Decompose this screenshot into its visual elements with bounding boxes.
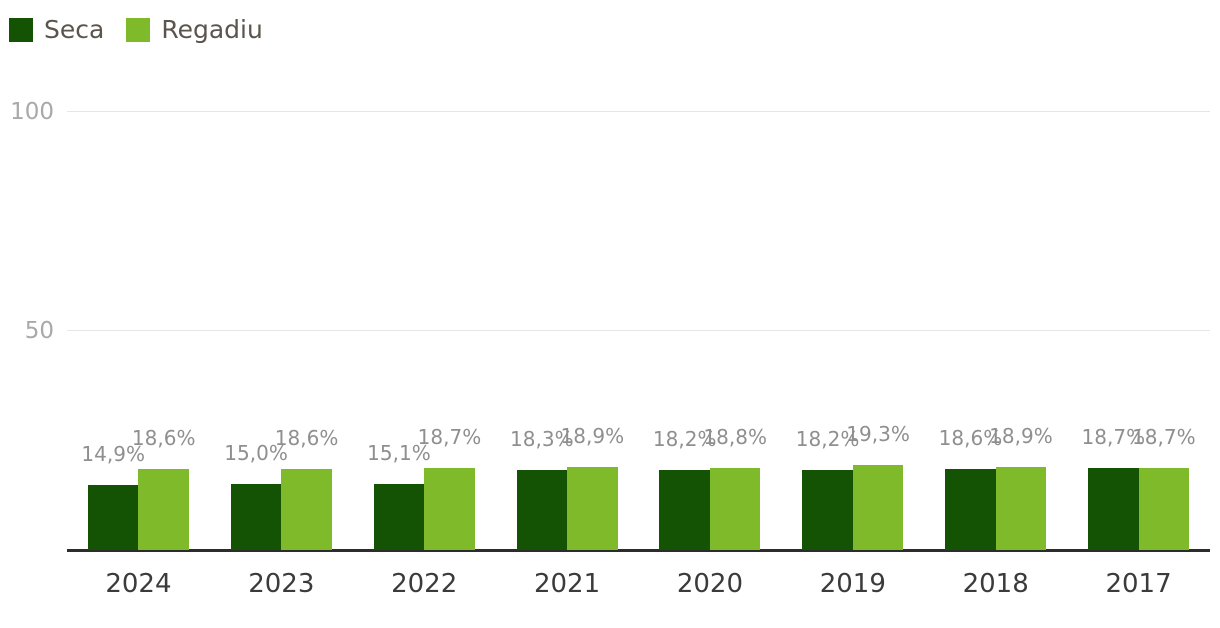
legend-label-regadiu: Regadiu	[161, 15, 263, 44]
bar-seca-2019	[802, 470, 853, 550]
y-axis-tick-50: 50	[24, 318, 54, 344]
bar-regadiu-2020	[709, 467, 761, 550]
bar-seca-2022	[373, 483, 425, 550]
bar-seca-2020	[659, 470, 710, 550]
bar-regadiu-2019	[852, 465, 904, 550]
y-axis-tick-100: 100	[10, 99, 54, 125]
x-axis-line	[67, 549, 1210, 552]
x-axis-label-2019: 2019	[819, 569, 886, 599]
x-axis-label-2024: 2024	[105, 569, 172, 599]
bar-value-label-regadiu-2018: 18,9%	[989, 424, 1053, 449]
x-axis-label-2020: 2020	[676, 569, 744, 599]
x-axis-label-2023: 2023	[248, 569, 315, 599]
bar-regadiu-2022	[424, 468, 475, 550]
gridline-50	[67, 330, 1210, 331]
x-axis-label-2022: 2022	[391, 569, 458, 599]
bar-value-label-regadiu-2022: 18,7%	[417, 425, 482, 450]
bar-seca-2023	[230, 484, 282, 550]
bar-value-label-regadiu-2021: 18,9%	[560, 424, 625, 449]
bar-regadiu-2017	[1138, 468, 1190, 550]
regadiu-swatch-icon	[126, 18, 151, 42]
bar-value-label-seca-2023: 15,0%	[224, 441, 288, 466]
seca-swatch-icon	[9, 18, 33, 42]
legend-item-seca[interactable]: Seca	[9, 15, 104, 45]
bar-regadiu-2021	[567, 467, 618, 550]
bar-value-label-seca-2024: 14,9%	[81, 441, 145, 466]
gridline-100	[67, 111, 1210, 112]
chart-legend: Seca Regadiu	[9, 15, 285, 45]
bar-value-label-seca-2017: 18,7%	[1081, 425, 1146, 450]
bar-value-label-seca-2020: 18,2%	[652, 427, 717, 452]
bar-value-label-seca-2021: 18,3%	[510, 426, 574, 451]
bar-value-label-seca-2019: 18,2%	[795, 427, 860, 452]
bar-value-label-seca-2018: 18,6%	[938, 425, 1003, 450]
bar-regadiu-2024	[138, 468, 189, 550]
x-axis-label-2017: 2017	[1105, 569, 1172, 599]
bar-seca-2017	[1088, 468, 1139, 550]
bar-seca-2018	[945, 468, 996, 550]
x-axis-label-2018: 2018	[962, 569, 1029, 599]
bar-seca-2024	[87, 484, 139, 550]
bar-regadiu-2018	[995, 467, 1047, 550]
bar-regadiu-2023	[281, 468, 332, 550]
bar-value-label-regadiu-2024: 18,6%	[131, 425, 196, 450]
bar-value-label-regadiu-2017: 18,7%	[1132, 425, 1196, 450]
x-axis-label-2021: 2021	[533, 569, 601, 599]
bar-value-label-regadiu-2023: 18,6%	[274, 425, 339, 450]
legend-item-regadiu[interactable]: Regadiu	[126, 15, 263, 45]
bar-value-label-regadiu-2019: 19,3%	[846, 422, 910, 447]
bar-value-label-regadiu-2020: 18,8%	[703, 424, 767, 449]
legend-label-seca: Seca	[44, 15, 105, 44]
bar-seca-2021	[516, 469, 568, 550]
bar-value-label-seca-2022: 15,1%	[367, 440, 431, 465]
